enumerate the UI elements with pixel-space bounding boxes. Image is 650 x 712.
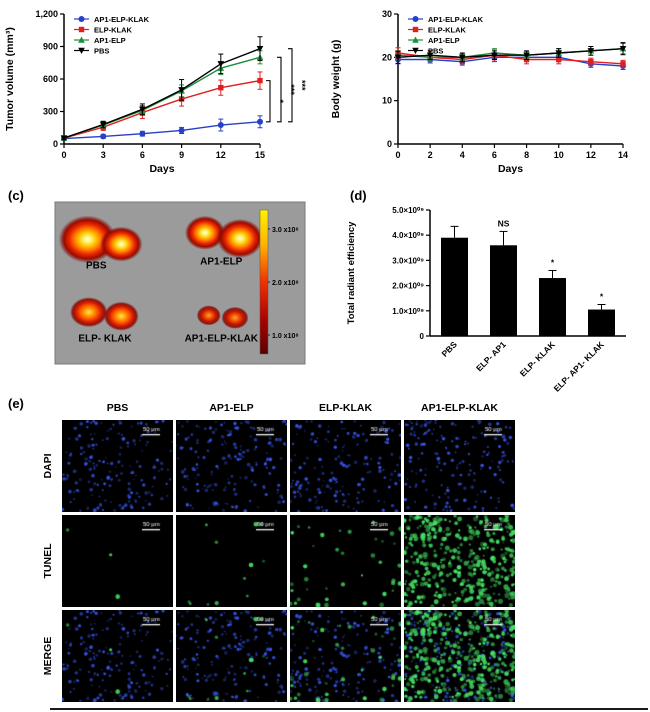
svg-text:*: * [275, 99, 285, 103]
svg-text:ELP- KLAK: ELP- KLAK [78, 333, 132, 344]
svg-text:300: 300 [43, 107, 58, 117]
micrograph-tunel-pbs [62, 515, 173, 607]
svg-text:AP1-ELP: AP1-ELP [200, 256, 243, 267]
svg-text:AP1-ELP-KLAK: AP1-ELP-KLAK [185, 333, 259, 344]
svg-text:4.0×10⁰⁹: 4.0×10⁰⁹ [392, 231, 424, 240]
svg-text:ELP-KLAK: ELP-KLAK [94, 25, 132, 34]
tumor-volume-chart: 0 300 600 900 1,200 0 3 6 9 12 15 Days Tumor volume … [4, 9, 307, 175]
svg-text:5.0×10⁰⁹: 5.0×10⁰⁹ [392, 206, 424, 215]
svg-text:AP1-ELP: AP1-ELP [94, 36, 126, 45]
svg-text:PBS: PBS [439, 339, 459, 359]
svg-text:10: 10 [382, 96, 392, 106]
panel-d-label: (d) [350, 188, 367, 203]
svg-text:30: 30 [382, 9, 392, 19]
svg-text:0: 0 [53, 139, 58, 149]
micrograph-dapi-ap1-elp [176, 420, 287, 512]
svg-text:ELP- AP1- KLAK: ELP- AP1- KLAK [552, 339, 607, 394]
svg-text:12: 12 [586, 150, 596, 160]
svg-text:AP1-ELP: AP1-ELP [428, 36, 460, 45]
svg-text:0: 0 [387, 139, 392, 149]
svg-text:2.0 x10⁸: 2.0 x10⁸ [272, 280, 299, 287]
svg-text:20: 20 [382, 52, 392, 62]
svg-text:3.0×10⁰⁹: 3.0×10⁰⁹ [392, 256, 424, 265]
svg-text:15: 15 [255, 150, 265, 160]
micro-col-header-ap1-elp: AP1-ELP [209, 402, 254, 414]
svg-text:1.0 x10⁸: 1.0 x10⁸ [272, 333, 299, 340]
svg-text:2.0×10⁰⁹: 2.0×10⁰⁹ [392, 282, 424, 291]
svg-text:ELP-KLAK: ELP-KLAK [428, 25, 466, 34]
micrograph-merge-elp-klak [290, 610, 401, 702]
radiant-efficiency-chart: 0 1.0×10⁰⁹ 2.0×10⁰⁹ 3.0×10⁰⁹ 4.0×10⁰⁹ 5.0×10⁰… [346, 206, 626, 394]
svg-text:Body weight (g): Body weight (g) [330, 40, 342, 119]
panel-c-label: (c) [8, 188, 24, 203]
svg-text:2: 2 [428, 150, 433, 160]
svg-text:Tumor volume (mm³): Tumor volume (mm³) [4, 27, 16, 131]
svg-text:AP1-ELP-KLAK: AP1-ELP-KLAK [94, 15, 150, 24]
svg-text:AP1-ELP-KLAK: AP1-ELP-KLAK [428, 15, 484, 24]
svg-text:PBS: PBS [86, 260, 107, 271]
micrograph-dapi-pbs [62, 420, 173, 512]
micrograph-tunel-elp-klak [290, 515, 401, 607]
micro-col-header-elp-klak: ELP-KLAK [318, 402, 373, 414]
svg-text:***: *** [297, 80, 307, 91]
micrograph-tunel-ap1-elp [176, 515, 287, 607]
micro-col-header-ap1-elp-klak: AP1-ELP-KLAK [420, 402, 498, 414]
svg-text:8: 8 [524, 150, 529, 160]
micrograph-dapi-ap1-elp-klak [404, 420, 515, 512]
svg-text:3: 3 [101, 150, 106, 160]
figure-bottom-rule [50, 708, 648, 710]
svg-text:0: 0 [420, 332, 425, 341]
svg-text:PBS: PBS [94, 46, 109, 55]
svg-text:1,200: 1,200 [35, 9, 58, 19]
micrograph-dapi-elp-klak [290, 420, 401, 512]
tumor-fluorescence-image: PBS AP1-ELP ELP- KLAK AP1-ELP-KLAK 3.0 x10⁸ 2… [54, 201, 306, 365]
micro-row-label-merge: MERGE [42, 636, 54, 676]
svg-text:ELP- AP1: ELP- AP1 [474, 339, 508, 373]
svg-text:*: * [600, 292, 604, 302]
body-weight-chart: 0 10 20 30 0 2 4 6 8 10 12 14 Days Body weight (g) AP1… [330, 9, 628, 175]
micro-row-label-tunel: TUNEL [42, 543, 54, 579]
panel-e-label: (e) [8, 396, 24, 411]
micrograph-merge-pbs [62, 610, 173, 702]
svg-text:6: 6 [140, 150, 145, 160]
svg-text:6: 6 [492, 150, 497, 160]
svg-text:***: *** [286, 84, 296, 95]
svg-text:ELP- KLAK: ELP- KLAK [518, 339, 558, 379]
micro-row-label-dapi: DAPI [42, 453, 54, 479]
micrograph-merge-ap1-elp [176, 610, 287, 702]
micrograph-tunel-ap1-elp-klak [404, 515, 515, 607]
svg-text:*: * [551, 257, 555, 267]
svg-text:0: 0 [61, 150, 66, 160]
svg-text:4: 4 [460, 150, 465, 160]
micro-col-header-pbs: PBS [106, 402, 129, 414]
svg-text:1.0×10⁰⁹: 1.0×10⁰⁹ [392, 307, 424, 316]
svg-text:Total radiant efficiency: Total radiant efficiency [346, 221, 357, 324]
svg-text:14: 14 [618, 150, 628, 160]
svg-text:600: 600 [43, 74, 58, 84]
svg-text:0: 0 [395, 150, 400, 160]
svg-text:Days: Days [149, 163, 174, 175]
svg-text:900: 900 [43, 42, 58, 52]
svg-text:10: 10 [554, 150, 564, 160]
svg-text:3.0 x10⁸: 3.0 x10⁸ [272, 227, 299, 234]
svg-text:12: 12 [216, 150, 226, 160]
svg-text:PBS: PBS [428, 46, 443, 55]
svg-text:Days: Days [498, 163, 523, 175]
svg-text:9: 9 [179, 150, 184, 160]
svg-text:NS: NS [498, 218, 510, 228]
micrograph-merge-ap1-elp-klak [404, 610, 515, 702]
